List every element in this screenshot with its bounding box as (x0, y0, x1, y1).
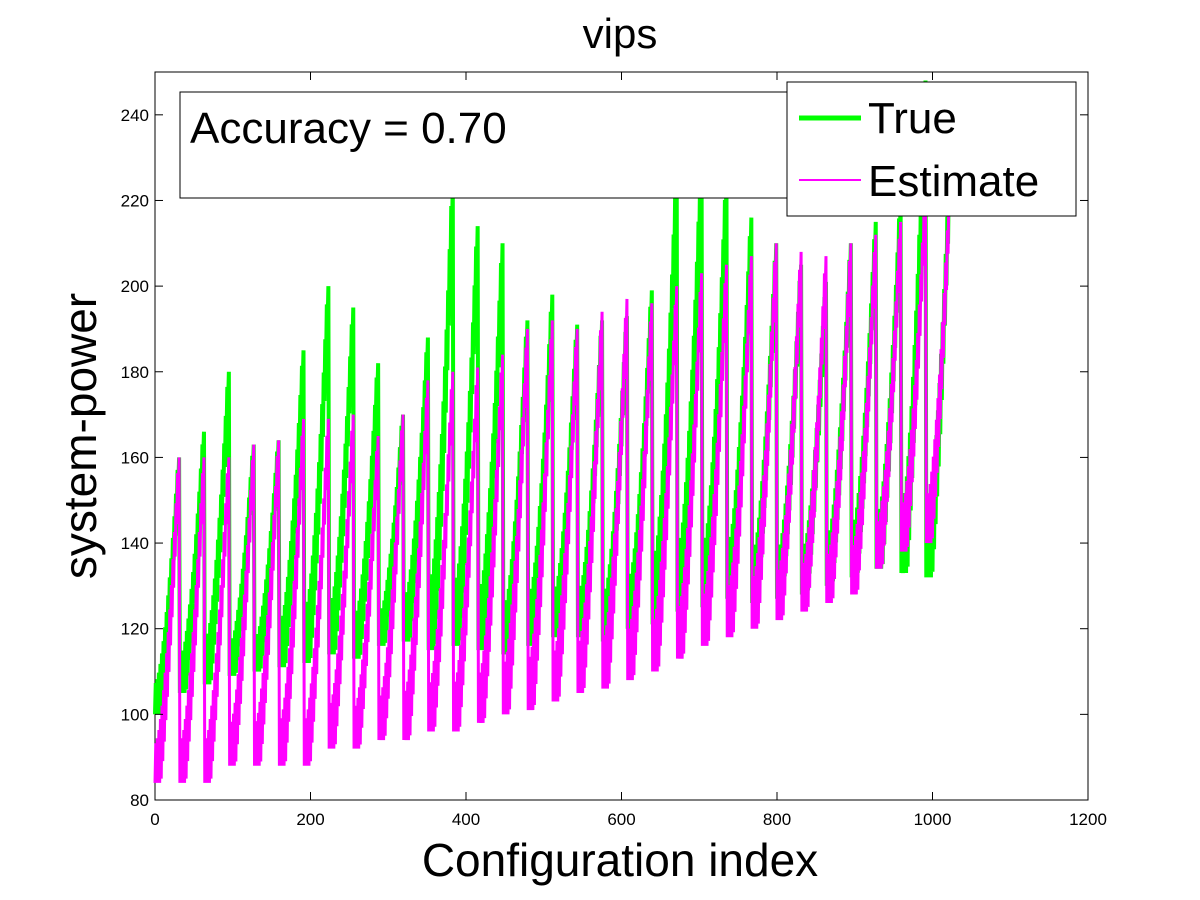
x-tick-label: 600 (607, 810, 635, 829)
y-tick-label: 160 (121, 448, 149, 467)
y-tick-label: 80 (130, 791, 149, 810)
x-tick-label: 1200 (1069, 810, 1107, 829)
accuracy-annotation: Accuracy = 0.70 (179, 91, 793, 199)
y-axis-label: system-power (54, 293, 106, 579)
legend-box (786, 81, 1077, 217)
legend-label-estimate: Estimate (868, 157, 1039, 206)
x-axis-label: Configuration index (422, 834, 818, 886)
x-tick-label: 0 (150, 810, 159, 829)
y-tick-label: 180 (121, 363, 149, 382)
y-tick-label: 220 (121, 191, 149, 210)
x-tick-label: 800 (763, 810, 791, 829)
series-line-estimate (153, 179, 952, 783)
y-axis-ticks: 80 100 120 140 160 180 200 220 240 (121, 106, 1088, 810)
legend: True Estimate (786, 81, 1077, 217)
x-axis-ticks: 0 200 400 600 800 1000 1200 (150, 72, 1107, 829)
y-tick-label: 200 (121, 277, 149, 296)
y-tick-label: 140 (121, 534, 149, 553)
x-tick-label: 400 (452, 810, 480, 829)
estimate-series-layer (153, 179, 952, 783)
accuracy-text: Accuracy = 0.70 (190, 104, 507, 153)
y-tick-label: 120 (121, 620, 149, 639)
y-tick-label: 240 (121, 106, 149, 125)
chart-title: vips (583, 10, 658, 57)
y-tick-label: 100 (121, 705, 149, 724)
x-tick-label: 1000 (914, 810, 952, 829)
legend-label-true: True (868, 94, 957, 143)
x-tick-label: 200 (296, 810, 324, 829)
